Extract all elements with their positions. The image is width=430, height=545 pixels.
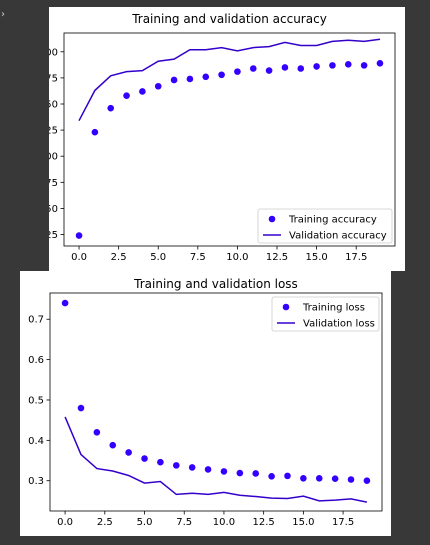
y-tick-label: 0.825 — [49, 126, 58, 137]
x-tick-label: 5.0 — [137, 517, 153, 528]
legend: Training accuracy Validation accuracy — [258, 209, 392, 243]
y-tick-label: 0.800 — [49, 152, 58, 163]
data-point — [237, 470, 244, 477]
data-point — [155, 83, 162, 90]
y-tick-label: 0.750 — [49, 204, 58, 215]
x-tick-label: 7.5 — [176, 517, 192, 528]
data-point — [187, 76, 194, 83]
data-point — [250, 65, 257, 72]
data-point — [141, 455, 148, 462]
data-point — [364, 477, 371, 484]
data-point — [234, 68, 241, 75]
legend-label: Training accuracy — [288, 215, 377, 226]
data-point — [282, 64, 289, 71]
loss-chart: Training and validation loss 0.0 2.5 5.0 7.5… — [20, 271, 391, 536]
chart-title: Training and validation loss — [133, 277, 298, 291]
x-tick-label: 2.5 — [97, 517, 113, 528]
data-point — [76, 232, 83, 239]
accuracy-chart-panel: Training and validation accuracy 0.0 2.5 5.… — [49, 7, 405, 271]
series-line-1 — [65, 417, 367, 502]
data-point — [300, 475, 307, 482]
data-point — [62, 300, 69, 307]
data-point — [266, 67, 273, 74]
x-tick-label: 15.0 — [292, 517, 314, 528]
data-point — [205, 466, 212, 473]
data-point — [316, 475, 323, 482]
y-tick-label: 0.7 — [28, 315, 44, 326]
data-point — [78, 405, 85, 412]
data-point — [284, 473, 291, 480]
data-point — [313, 63, 320, 70]
chart-title: Training and validation accuracy — [131, 12, 327, 26]
x-tick-label: 10.0 — [213, 517, 235, 528]
legend-label: Validation loss — [303, 319, 375, 330]
data-point — [252, 470, 259, 477]
x-tick-label: 0.0 — [57, 517, 73, 528]
data-point — [109, 442, 116, 449]
data-point — [268, 473, 275, 480]
y-tick-label: 0.725 — [49, 230, 58, 241]
y-tick-label: 0.5 — [28, 395, 44, 406]
data-point — [125, 449, 132, 456]
data-point — [348, 476, 355, 483]
x-tick-label: 17.5 — [332, 517, 354, 528]
y-tick-label: 0.850 — [49, 100, 58, 111]
data-point — [361, 62, 368, 69]
data-point — [345, 61, 352, 68]
y-tick-label: 0.900 — [49, 47, 58, 58]
x-tick-label: 7.5 — [190, 252, 206, 263]
loss-chart-panel: Training and validation loss 0.0 2.5 5.0 7.5… — [20, 271, 391, 536]
y-tick-label: 0.775 — [49, 178, 58, 189]
data-point — [123, 92, 130, 99]
data-point — [297, 65, 304, 72]
x-tick-label: 12.5 — [266, 252, 288, 263]
y-tick-label: 0.875 — [49, 73, 58, 84]
data-point — [329, 62, 336, 69]
data-point — [189, 464, 196, 471]
data-point — [157, 459, 164, 466]
series-line-1 — [79, 39, 380, 120]
legend-label: Validation accuracy — [289, 231, 387, 242]
x-tick-label: 10.0 — [226, 252, 248, 263]
data-point — [332, 475, 339, 482]
chevron-right-icon: › — [1, 9, 5, 20]
data-point — [139, 88, 146, 95]
x-tick-label: 15.0 — [305, 252, 327, 263]
data-point — [377, 60, 384, 67]
data-point — [221, 468, 228, 475]
legend-marker-key — [269, 216, 276, 223]
data-point — [218, 71, 225, 78]
data-point — [94, 429, 101, 436]
x-tick-label: 12.5 — [253, 517, 275, 528]
x-tick-label: 2.5 — [111, 252, 127, 263]
x-tick-label: 0.0 — [71, 252, 87, 263]
data-point — [173, 462, 180, 469]
accuracy-chart: Training and validation accuracy 0.0 2.5 5.… — [49, 7, 405, 271]
x-tick-label: 5.0 — [150, 252, 166, 263]
y-tick-label: 0.4 — [28, 436, 44, 447]
data-point — [171, 77, 178, 84]
data-point — [202, 74, 209, 81]
data-point — [92, 129, 99, 136]
legend-label: Training loss — [302, 303, 365, 314]
y-tick-label: 0.3 — [28, 476, 44, 487]
y-tick-label: 0.6 — [28, 355, 44, 366]
x-tick-label: 17.5 — [345, 252, 367, 263]
data-point — [107, 105, 114, 112]
legend-marker-key — [283, 304, 290, 311]
legend: Training loss Validation loss — [272, 297, 379, 331]
